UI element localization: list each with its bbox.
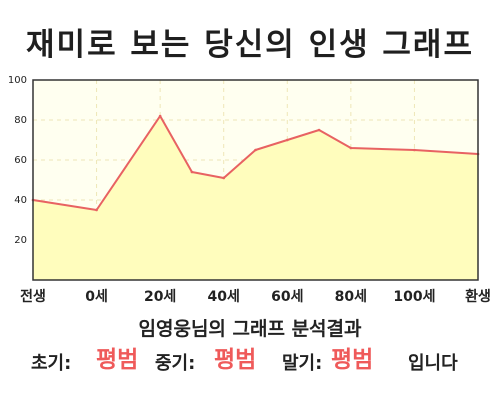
x-tick-label-80세: 80세 <box>335 289 367 305</box>
data-point-6 <box>285 138 289 142</box>
y-tick-label-20: 20 <box>14 235 27 246</box>
x-tick-label-0세: 0세 <box>85 289 108 305</box>
data-point-3 <box>190 170 194 174</box>
plot-frame <box>32 79 479 281</box>
data-point-8 <box>349 146 353 150</box>
y-tick-label-100: 100 <box>8 75 27 86</box>
y-tick-label-80: 80 <box>14 115 27 126</box>
early-result: 평범 <box>96 347 139 373</box>
y-tick-label-60: 60 <box>14 155 27 166</box>
page-title: 재미로 보는 당신의 인생 그래프 <box>26 27 474 63</box>
life-graph-chart: 20 40 60 80 100 전생 0세 20세 40세 60세 80세 100세 환생 <box>8 75 491 305</box>
x-tick-label-40세: 40세 <box>208 289 240 305</box>
data-point-5 <box>254 148 257 152</box>
plot-area: 20 40 60 80 100 전생 0세 20세 40세 60세 80세 100세 환생 <box>8 75 491 305</box>
x-tick-label-전생: 전생 <box>20 288 46 305</box>
life-area-fill <box>33 116 478 280</box>
data-point-9 <box>413 148 416 152</box>
result-summary: 초기: 평범 중기: 평범 말기: 평범 입니다 <box>0 346 500 382</box>
early-label: 초기: <box>31 353 72 374</box>
late-result: 평범 <box>331 347 374 373</box>
middle-label: 중기: <box>155 353 196 374</box>
x-tick-label-20세: 20세 <box>144 289 176 305</box>
y-tick-label-40: 40 <box>14 195 27 206</box>
middle-result: 평범 <box>214 347 257 373</box>
x-tick-label-60세: 60세 <box>271 289 303 305</box>
result-suffix: 입니다 <box>408 353 458 374</box>
x-tick-label-환생: 환생 <box>465 288 491 305</box>
late-label: 말기: <box>282 353 323 374</box>
x-tick-label-100세: 100세 <box>393 289 435 305</box>
data-point-2 <box>158 114 162 118</box>
data-point-1 <box>95 208 98 212</box>
data-point-4 <box>222 176 226 180</box>
analysis-subtitle: 임영웅님의 그래프 분석결과 <box>138 318 362 340</box>
data-point-7 <box>317 128 321 132</box>
